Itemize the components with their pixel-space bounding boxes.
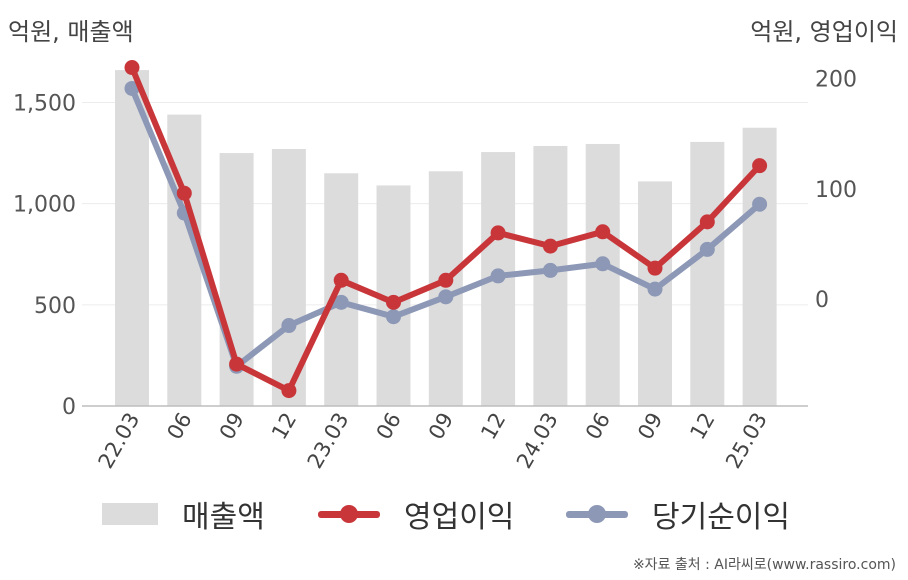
x-axis-tick-label: 12 [267,409,301,444]
legend-item-net-income: 당기순이익 [566,492,790,536]
legend-label-revenue: 매출액 [182,500,265,535]
bar-revenue [115,70,149,406]
legend-swatch-revenue [102,503,158,525]
legend-item-operating-profit: 영업이익 [318,492,514,536]
right-axis-unit-label: 억원, 영업이익 [750,18,898,46]
x-axis-tick-label: 12 [476,408,510,443]
right-axis-tick-label: 100 [815,178,857,203]
point-operating-profit [490,225,506,241]
point-net-income [752,196,768,212]
point-operating-profit [124,60,140,76]
x-axis-tick-label: 12 [685,409,719,444]
point-operating-profit [438,272,454,288]
x-axis-tick-label: 06 [581,409,615,444]
right-axis-tick-label: 0 [815,288,829,313]
left-axis-tick-label: 1,000 [13,193,76,218]
point-net-income [333,294,349,310]
point-operating-profit [386,294,401,310]
point-net-income [647,281,663,297]
point-net-income [281,318,297,334]
x-axis-tick-label: 24.03 [512,409,563,473]
point-operating-profit [176,185,192,201]
chart-legend: 매출액 영업이익 당기순이익 [0,492,908,536]
point-operating-profit [699,214,715,230]
point-operating-profit [281,383,297,399]
bar-revenue [324,173,359,406]
x-axis-tick-label: 09 [424,409,458,444]
bar-revenue [585,143,620,406]
x-axis-tick-label: 09 [633,409,667,444]
legend-item-revenue: 매출액 [102,492,265,536]
point-operating-profit [752,158,768,174]
lines-profit [124,60,768,399]
left-axis-tick-label: 500 [34,294,76,319]
point-net-income [595,256,611,272]
left-axis-tick-label: 0 [62,395,76,420]
x-axis-tick-label: 09 [215,409,249,444]
point-operating-profit [595,224,611,240]
x-axis-tick-label: 06 [372,409,406,444]
x-axis-tick-label: 22.03 [93,409,144,473]
point-net-income [542,262,558,278]
point-net-income [699,241,715,257]
legend-swatch-operating-profit [318,503,380,525]
right-axis-tick-label: 200 [815,68,857,93]
point-operating-profit [333,272,349,288]
point-net-income [386,309,401,325]
bar-revenue [690,141,725,406]
left-axis-unit-label: 억원, 매출액 [8,18,134,46]
bars-revenue [115,70,777,407]
point-net-income [438,289,454,305]
point-net-income [124,80,140,96]
bar-revenue [428,171,463,406]
x-axis-tick-label: 06 [162,409,196,444]
data-source-note: ※자료 출처 : AI라씨로(www.rassiro.com) [632,557,896,573]
point-operating-profit [542,238,558,254]
x-axis-tick-label: 23.03 [303,409,354,473]
left-axis-tick-label: 1,500 [13,91,76,116]
point-operating-profit [647,260,663,276]
legend-swatch-net-income [566,503,628,525]
legend-label-operating-profit: 영업이익 [404,500,515,535]
x-axis-tick-label: 25.03 [721,409,772,473]
point-net-income [490,268,506,284]
legend-label-net-income: 당기순이익 [652,500,790,535]
point-operating-profit [229,356,245,372]
